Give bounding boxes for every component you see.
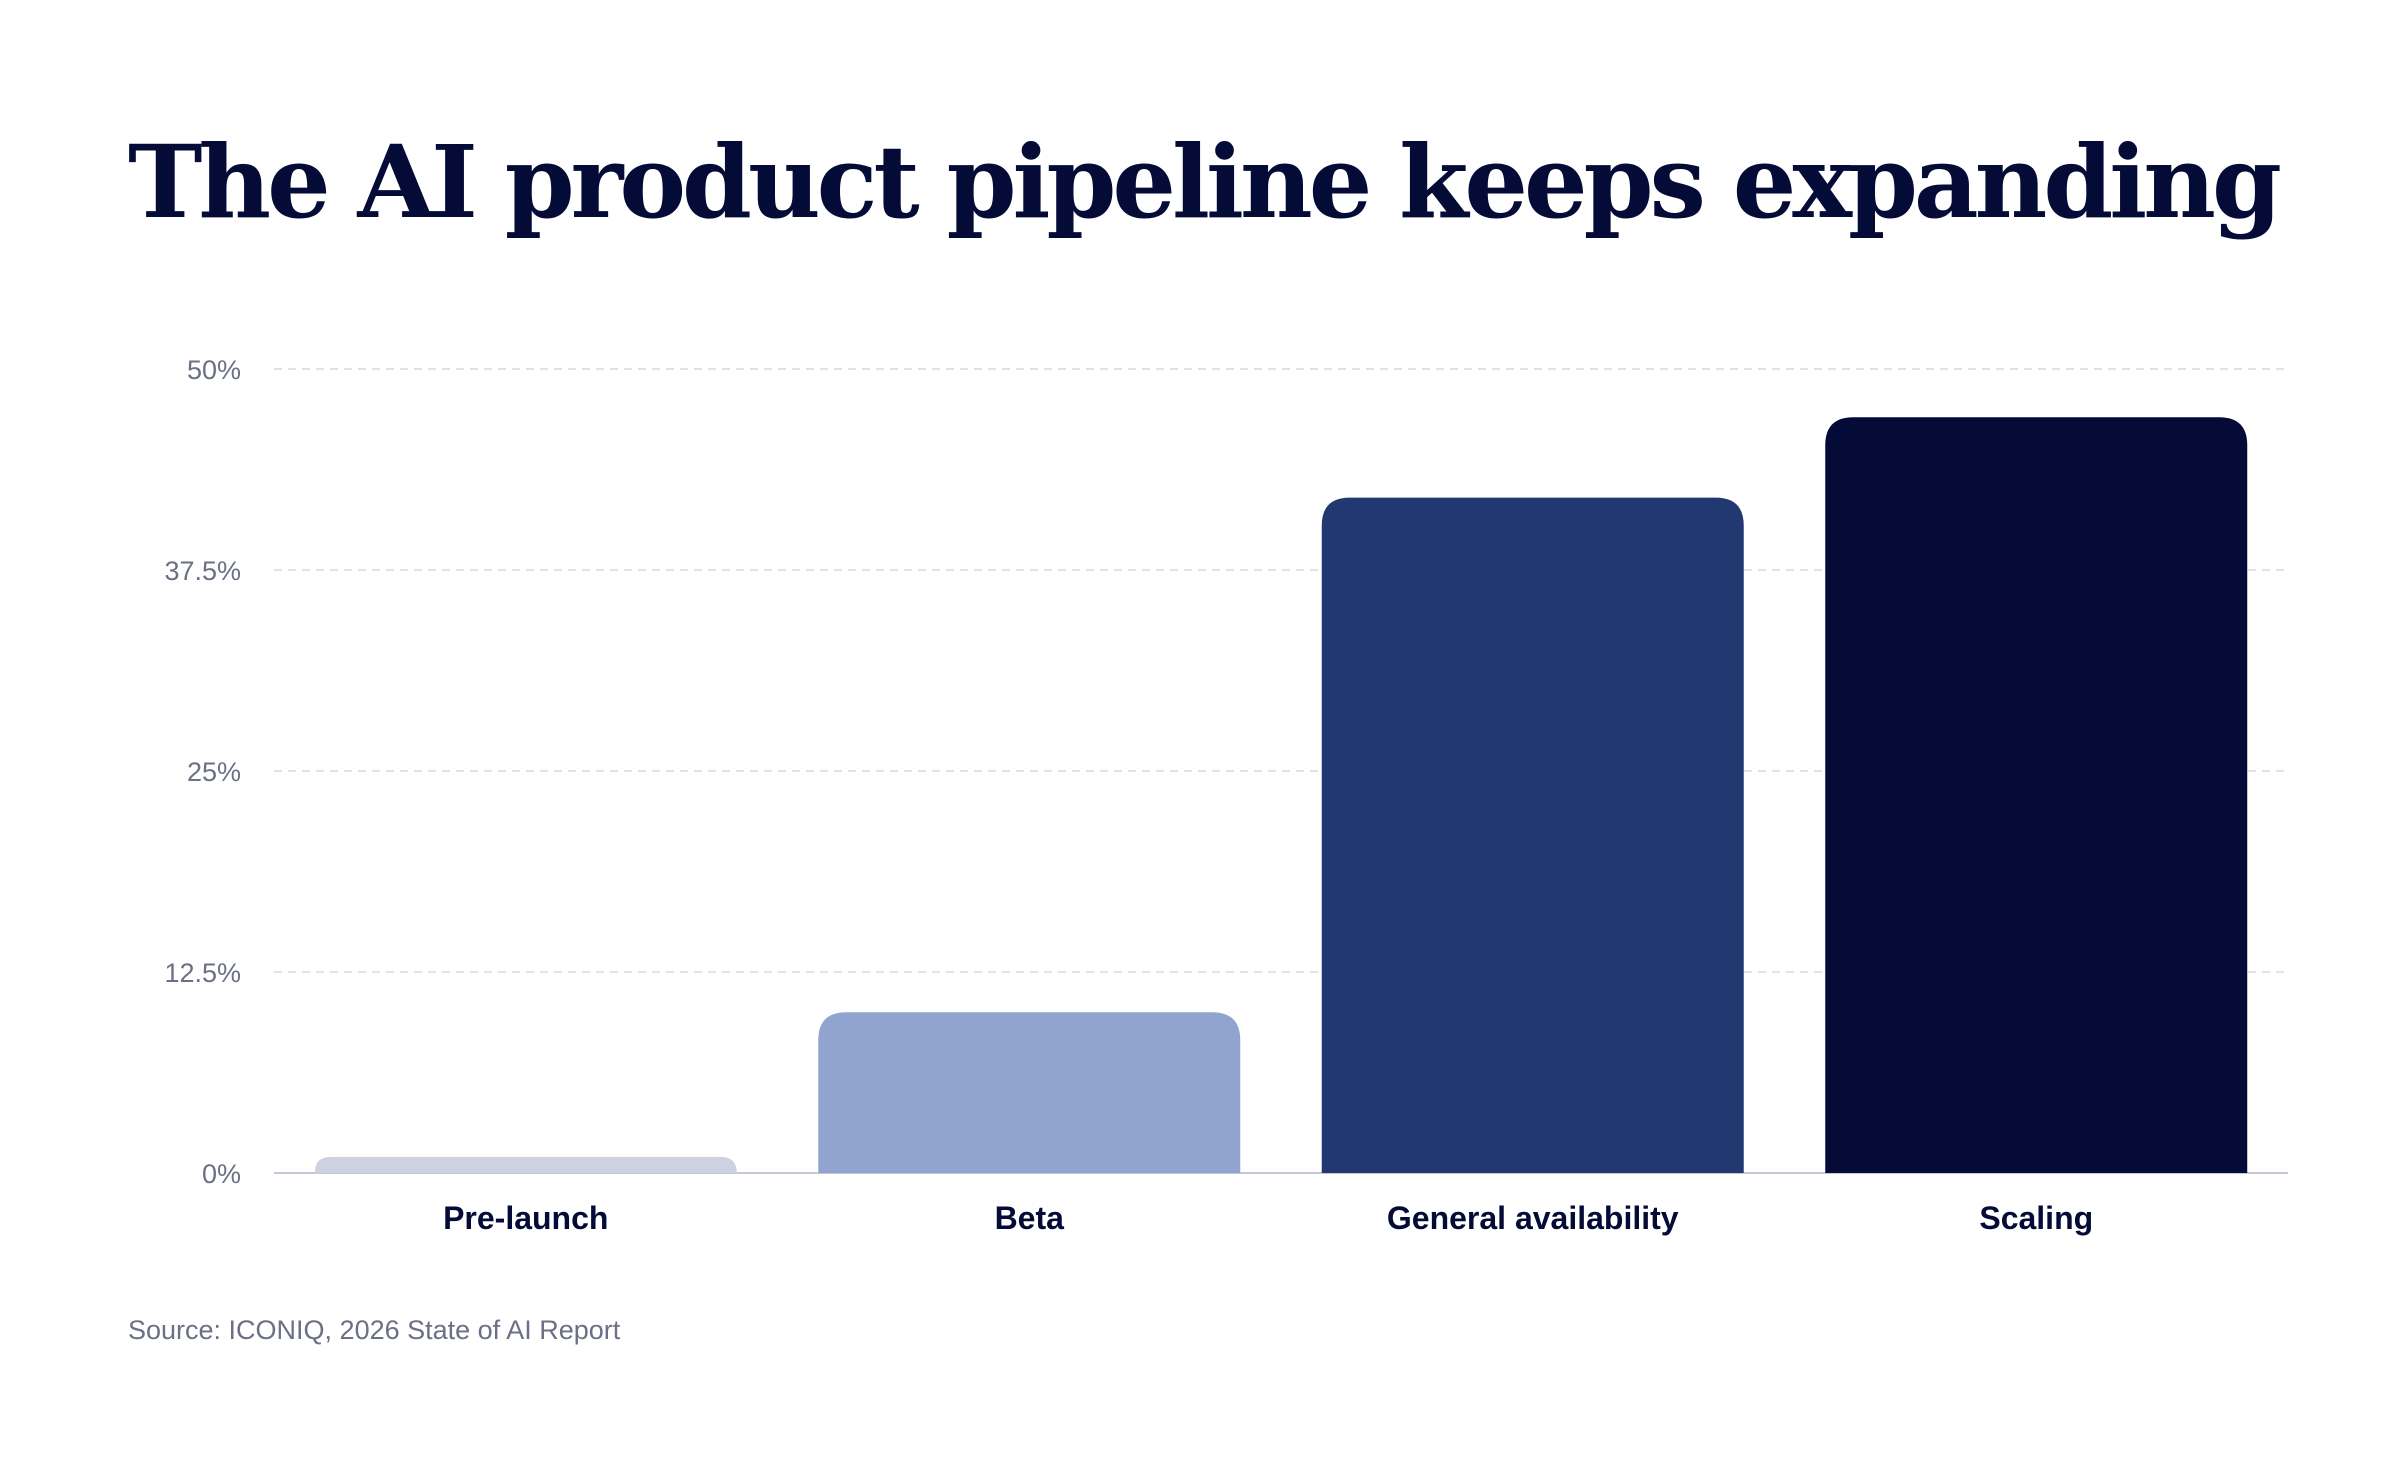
bar-general-availability [1321, 497, 1744, 1173]
x-axis-labels: Pre-launch Beta General availability Scalin… [443, 1200, 2093, 1236]
source-note: Source: ICONIQ, 2026 State of AI Report [128, 1315, 621, 1345]
bar-scaling [1825, 417, 2248, 1173]
x-category-label: Scaling [1979, 1200, 2093, 1236]
bar-beta [818, 1012, 1241, 1173]
chart-title: The AI product pipeline keeps expanding [128, 123, 2282, 241]
y-tick-label: 37.5% [164, 556, 241, 586]
x-category-label: General availability [1387, 1200, 1679, 1236]
bar-pre-launch [314, 1156, 737, 1173]
x-category-label: Pre-launch [443, 1200, 608, 1236]
y-tick-label: 50% [187, 355, 241, 385]
y-tick-label: 25% [187, 757, 241, 787]
y-tick-label: 0% [202, 1159, 241, 1189]
bars [314, 417, 2248, 1173]
y-tick-label: 12.5% [164, 958, 241, 988]
x-category-label: Beta [995, 1200, 1065, 1236]
y-axis-ticks: 0% 12.5% 25% 37.5% 50% [164, 355, 241, 1189]
